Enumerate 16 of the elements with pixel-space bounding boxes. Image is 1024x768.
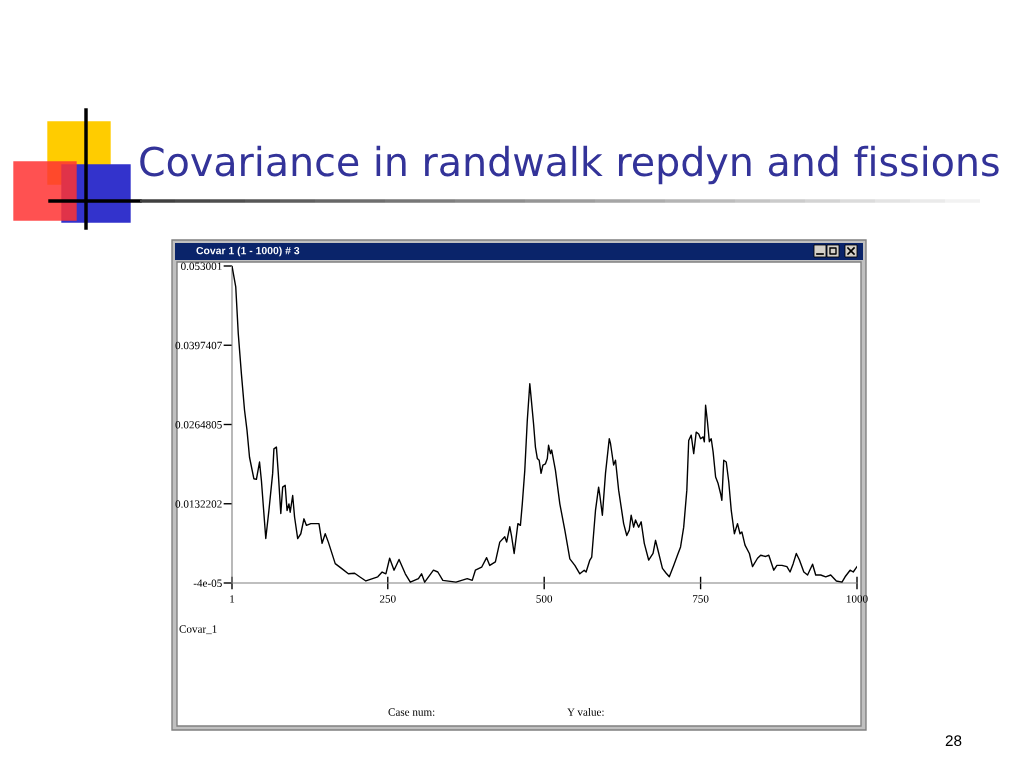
y-tick-label: 0.053001 bbox=[181, 262, 222, 271]
text: 28 bbox=[945, 735, 962, 747]
text: Y value: bbox=[567, 707, 604, 716]
x-tick-label: 500 bbox=[536, 595, 553, 603]
chart-subtitle: Covar 1 (1 - 1000) # 3 bbox=[196, 246, 300, 257]
x-tick-label: 250 bbox=[379, 595, 396, 603]
y-tick-label: 0.0132202 bbox=[175, 500, 222, 508]
x-tick-label: 1000 bbox=[846, 595, 868, 603]
chart-title: Covariance in randwalk repdyn and fissions bbox=[140, 145, 999, 185]
y-tick-label: 0.0264805 bbox=[175, 420, 222, 429]
x-tick-label: 750 bbox=[692, 595, 709, 603]
text: Case num: bbox=[388, 708, 435, 716]
text: Covar_1 bbox=[179, 625, 217, 635]
y-tick-label: -4e-05 bbox=[193, 579, 222, 587]
x-tick-label: 1 bbox=[230, 595, 235, 603]
y-tick-label: 0.0397407 bbox=[175, 341, 222, 350]
